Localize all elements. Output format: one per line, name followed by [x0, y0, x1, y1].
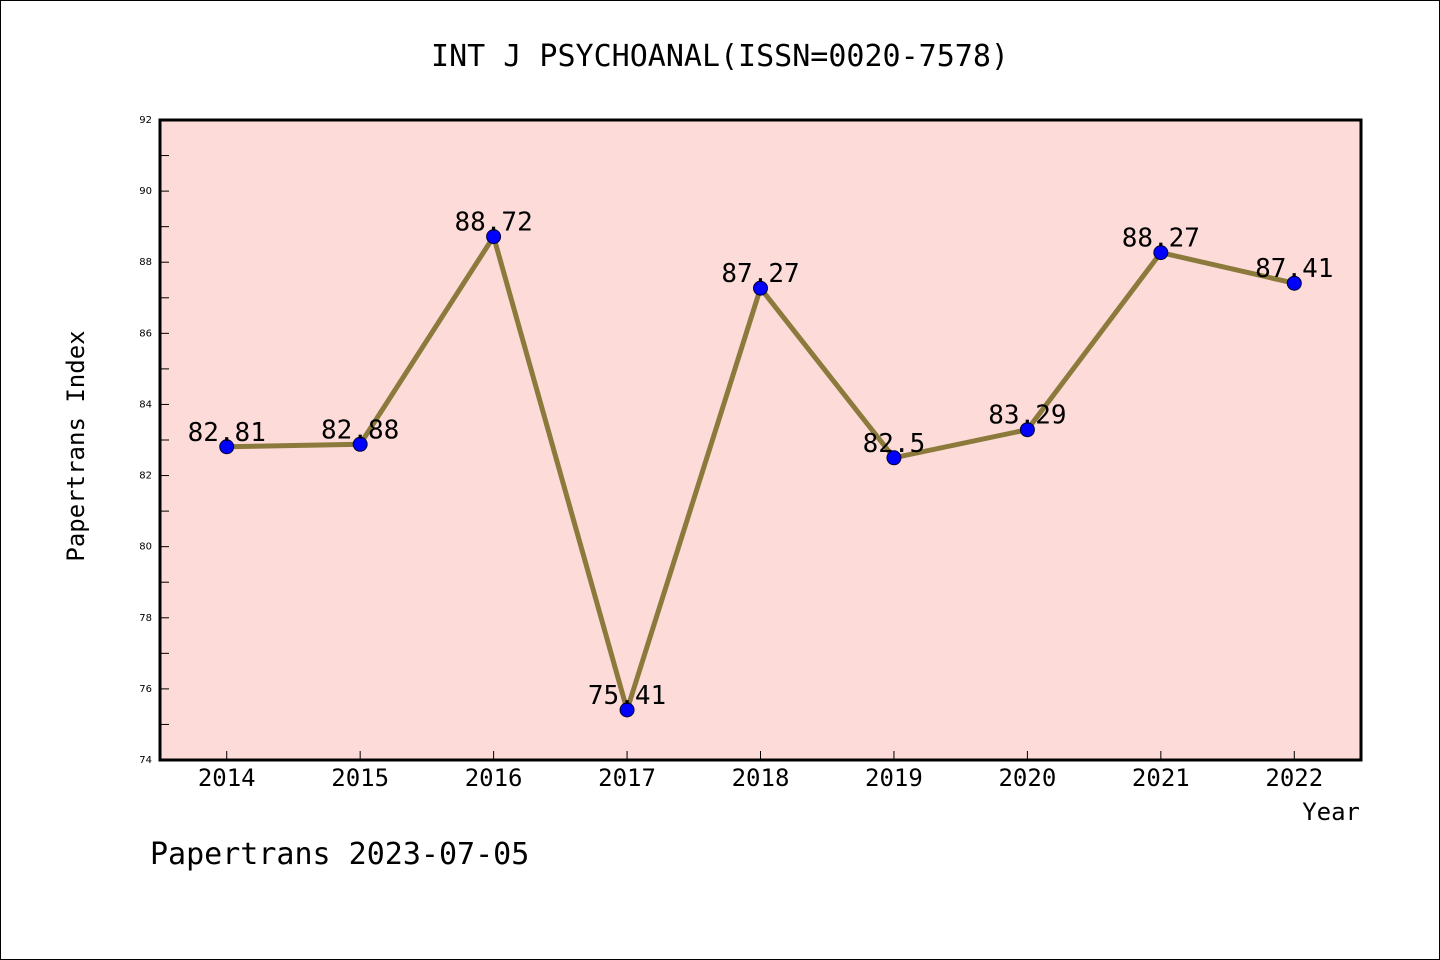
x-axis: 2014 2015 2016 2017 2018 2019 2020 2021 2022 — [198, 751, 1323, 792]
data-label: 87.27 — [721, 259, 799, 289]
y-tick-label: 78 — [139, 613, 152, 624]
data-label: 83.29 — [988, 401, 1066, 431]
y-tick-label: 82 — [139, 471, 152, 482]
data-label: 75.41 — [588, 681, 666, 711]
data-point — [352, 436, 368, 452]
data-label: 88.27 — [1122, 224, 1200, 254]
plot-border — [158, 118, 1363, 762]
y-axis-label: Papertrans Index — [62, 330, 90, 561]
x-tick-label: 2017 — [598, 764, 656, 792]
y-tick-label: 86 — [139, 328, 152, 339]
x-tick-label: 2016 — [465, 764, 523, 792]
data-label: 88.72 — [454, 208, 532, 238]
chart-title: INT J PSYCHOANAL(ISSN=0020-7578) — [431, 39, 1009, 74]
x-tick-label: 2019 — [865, 764, 923, 792]
data-label: 82.5 — [863, 429, 926, 459]
data-labels: 82.81 82.88 88.72 75.41 87.27 82.5 83.29 88.27 8… — [188, 208, 1334, 711]
x-axis-label: Year — [1302, 798, 1360, 826]
y-tick-label: 76 — [139, 684, 152, 695]
data-point — [753, 280, 768, 296]
data-label: 82.88 — [321, 415, 399, 445]
x-tick-label: 2018 — [732, 764, 790, 792]
y-tick-label: 74 — [139, 755, 152, 766]
y-tick-label: 92 — [139, 115, 152, 126]
data-label: 87.41 — [1255, 254, 1333, 284]
x-tick-label: 2022 — [1265, 764, 1323, 792]
data-point — [1019, 422, 1035, 438]
x-tick-label: 2015 — [331, 764, 389, 792]
y-tick-label: 88 — [139, 257, 152, 268]
data-point — [486, 229, 502, 245]
y-tick-label: 80 — [139, 542, 152, 553]
x-tick-label: 2014 — [198, 764, 256, 792]
data-point — [1286, 275, 1302, 291]
y-tick-label: 90 — [139, 186, 152, 197]
data-point — [1153, 245, 1169, 261]
data-label: 82.81 — [188, 418, 266, 448]
data-point — [619, 702, 635, 718]
data-point — [886, 450, 902, 466]
data-points — [219, 229, 1302, 718]
y-tick-label: 84 — [139, 399, 152, 410]
x-tick-label: 2021 — [1132, 764, 1190, 792]
x-tick-label: 2020 — [998, 764, 1056, 792]
data-point — [219, 439, 235, 455]
footer-text: Papertrans 2023-07-05 — [150, 837, 529, 872]
